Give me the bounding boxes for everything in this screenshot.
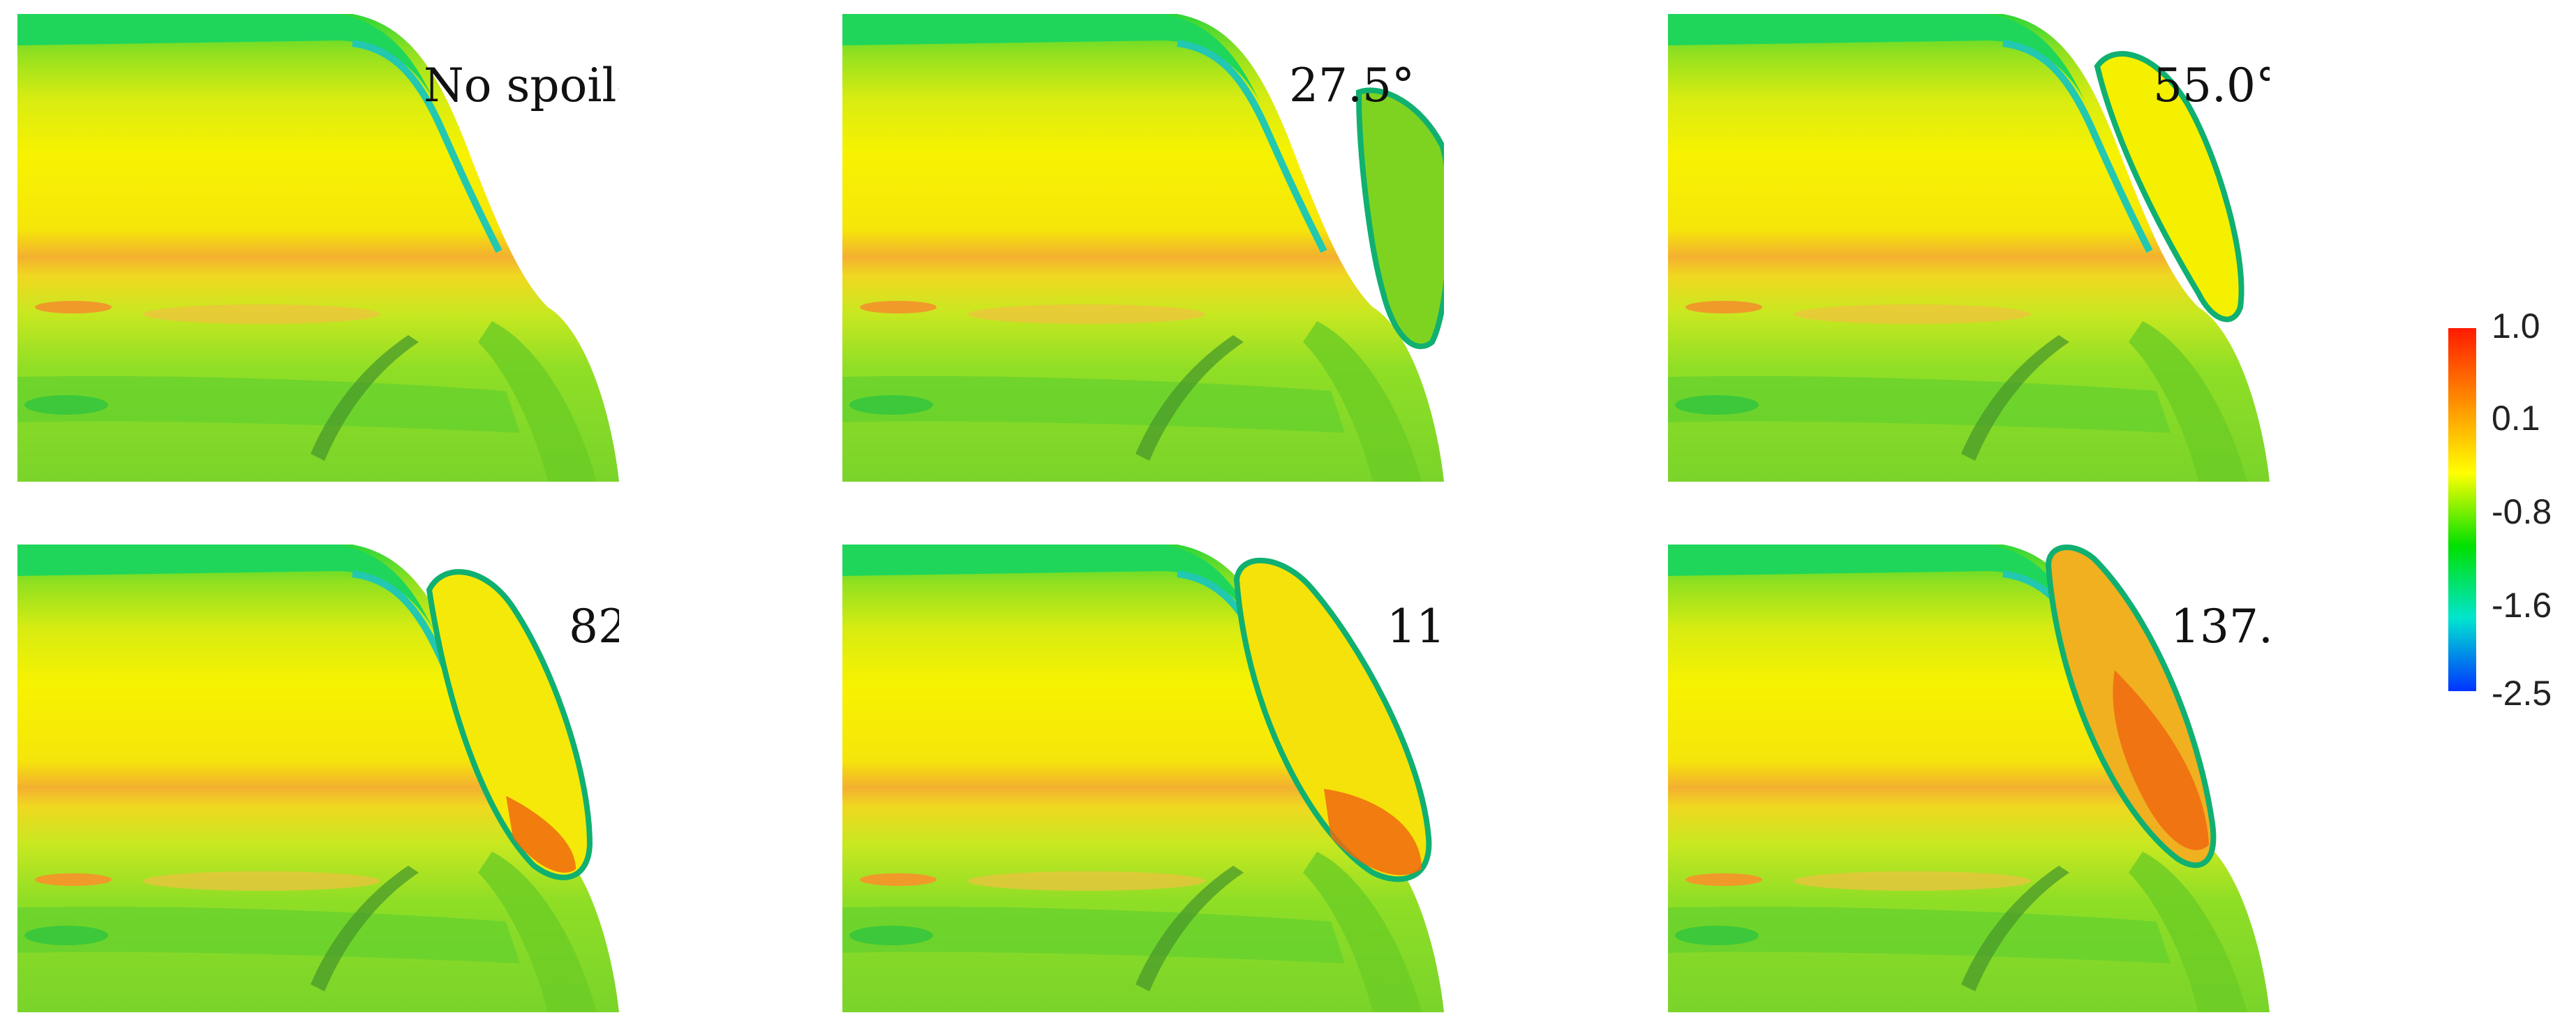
car-rear-contour xyxy=(17,545,619,1012)
roof-edge xyxy=(842,545,1261,635)
pressure-streak xyxy=(860,301,937,313)
shadow-streak xyxy=(1136,335,1244,461)
contour-panel-spoiler-137-5: 137.5° xyxy=(1668,545,2270,1012)
roof-edge xyxy=(17,545,436,635)
rear-window-edge xyxy=(1177,40,1327,253)
car-body xyxy=(17,14,619,482)
car-body xyxy=(842,14,1444,482)
low-pressure-spot xyxy=(24,926,108,945)
pressure-streak xyxy=(968,304,1205,324)
colorbar-tick: -0.8 xyxy=(2492,492,2552,531)
car-rear-contour xyxy=(842,14,1444,482)
lower-band xyxy=(842,906,1345,963)
contour-panel-spoiler-27-5: 27.5° xyxy=(842,14,1444,482)
contour-panel-no-spoiler: No spoiler xyxy=(17,14,619,482)
pressure-streak xyxy=(1794,871,2031,891)
shadow-streak xyxy=(1961,335,2069,461)
colorbar-tick: -1.6 xyxy=(2492,586,2552,625)
spoiler xyxy=(2094,51,2244,323)
shadow-streak xyxy=(1136,866,1244,991)
car-body xyxy=(842,545,1444,1012)
pressure-colorbar xyxy=(2448,328,2476,691)
low-pressure-spot xyxy=(849,926,933,945)
spoiler xyxy=(1355,87,1444,349)
low-pressure-spot xyxy=(1675,395,1759,415)
low-pressure-spot xyxy=(1675,926,1759,945)
roof-edge xyxy=(1668,545,2087,635)
pressure-streak xyxy=(1794,304,2031,324)
contour-panel-spoiler-110-0: 110.0° xyxy=(842,545,1444,1012)
lower-band xyxy=(17,376,520,433)
tail-region xyxy=(478,852,597,1012)
shadow-streak xyxy=(1961,866,2069,991)
lower-band xyxy=(17,906,520,963)
panel-label: 27.5° xyxy=(1289,59,1415,112)
rear-window-edge xyxy=(352,40,502,253)
car-rear-contour xyxy=(1668,545,2270,1012)
shadow-streak xyxy=(311,335,419,461)
spoiler xyxy=(426,569,593,880)
car-body xyxy=(1668,545,2270,1012)
pressure-streak xyxy=(1685,873,1762,886)
tail-region xyxy=(2129,321,2247,482)
car-body xyxy=(1668,14,2270,482)
panel-label: 137.5° xyxy=(2171,600,2270,653)
low-pressure-spot xyxy=(24,395,108,415)
car-rear-contour xyxy=(1668,14,2270,482)
pressure-streak xyxy=(143,871,380,891)
pressure-streak xyxy=(860,873,937,886)
pressure-streak xyxy=(143,304,380,324)
tail-region xyxy=(478,321,597,482)
car-body xyxy=(17,545,619,1012)
pressure-streak xyxy=(968,871,1205,891)
pressure-streak xyxy=(35,873,112,886)
panel-label: No spoiler xyxy=(424,59,619,112)
lower-band xyxy=(842,376,1345,433)
contour-panel-spoiler-82-5: 82.5° xyxy=(17,545,619,1012)
spoiler xyxy=(1233,557,1432,882)
roof-edge xyxy=(1668,14,2087,105)
tail-region xyxy=(2129,852,2247,1012)
contour-panel-spoiler-55-0: 55.0° xyxy=(1668,14,2270,482)
panel-label: 55.0° xyxy=(2153,59,2270,112)
tail-region xyxy=(1303,321,1422,482)
spoiler-high-pressure xyxy=(506,796,576,873)
car-rear-contour xyxy=(842,545,1444,1012)
lower-band xyxy=(1668,906,2171,963)
panel-label: 110.0° xyxy=(1387,600,1444,653)
spoiler-high-pressure xyxy=(2113,670,2209,850)
colorbar-tick: 0.1 xyxy=(2492,399,2540,438)
rear-window-edge xyxy=(2002,40,2153,253)
car-rear-contour xyxy=(17,14,619,482)
tail-region xyxy=(1303,852,1422,1012)
low-pressure-spot xyxy=(849,395,933,415)
spoiler-high-pressure xyxy=(1324,789,1422,875)
pressure-streak xyxy=(35,301,112,313)
panel-label: 82.5° xyxy=(569,600,619,653)
roof-edge xyxy=(17,14,436,105)
roof-edge xyxy=(842,14,1261,105)
lower-band xyxy=(1668,376,2171,433)
colorbar-tick: -2.5 xyxy=(2492,674,2552,713)
colorbar-tick: 1.0 xyxy=(2492,306,2540,346)
shadow-streak xyxy=(311,866,419,991)
pressure-streak xyxy=(1685,301,1762,313)
